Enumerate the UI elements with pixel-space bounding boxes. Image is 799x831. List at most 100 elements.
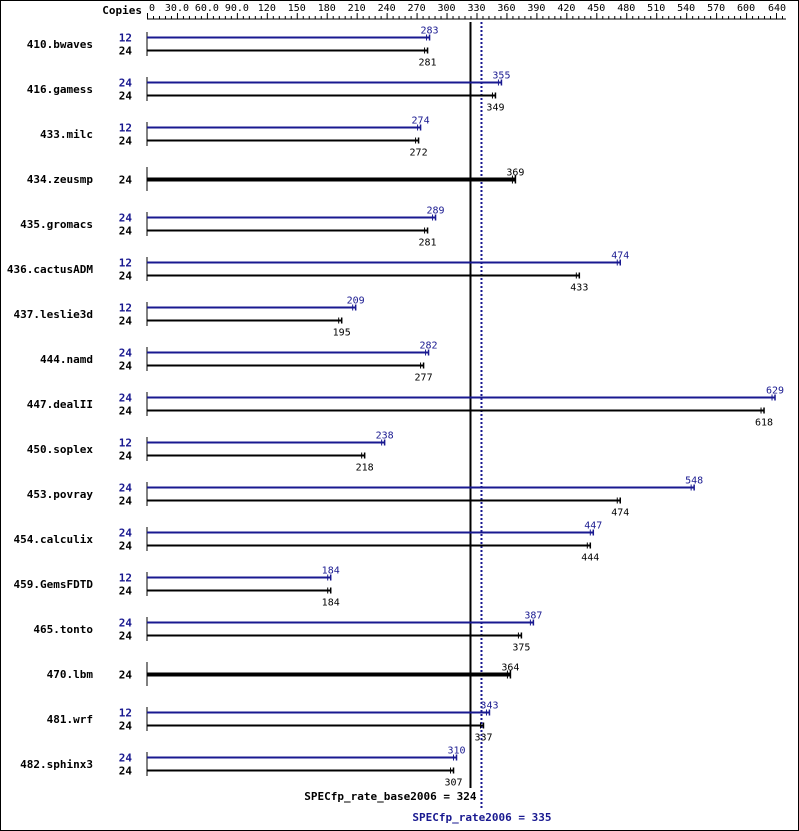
copies-value: 24 [119,630,133,643]
x-tick-label: 60.0 [195,3,219,14]
base-value-label: 277 [415,373,433,384]
copies-value: 24 [119,450,133,463]
copies-value: 12 [119,302,132,315]
copies-value: 24 [119,392,133,405]
base-summary-label: SPECfp_rate_base2006 = 324 [304,790,477,803]
peak-value-label: 184 [322,566,340,577]
x-tick-label: 30.0 [165,3,189,14]
benchmark-label: 410.bwaves [27,38,93,51]
x-tick-label: 640 [768,3,786,14]
x-tick-label: 510 [647,3,665,14]
base-value-label: 369 [506,168,524,179]
x-tick-label: 420 [557,3,575,14]
copies-value: 12 [119,572,132,585]
base-value-label: 184 [322,598,340,609]
benchmark-label: 454.calculix [14,533,94,546]
base-value-label: 281 [419,238,437,249]
copies-value: 24 [119,765,133,778]
copies-value: 24 [119,212,133,225]
benchmark-label: 444.namd [40,353,93,366]
x-tick-label: 240 [378,3,396,14]
copies-value: 12 [119,32,132,45]
benchmark-label: 436.cactusADM [7,263,93,276]
x-tick-label: 0 [149,3,155,14]
copies-value: 24 [119,540,133,553]
copies-value: 24 [119,495,133,508]
x-tick-label: 570 [707,3,725,14]
peak-value-label: 209 [347,296,365,307]
peak-value-label: 238 [376,431,394,442]
x-tick-label: 540 [677,3,695,14]
copies-value: 24 [119,270,133,283]
base-value-label: 474 [611,508,629,519]
benchmark-label: 470.lbm [47,668,94,681]
peak-value-label: 355 [492,71,510,82]
base-value-label: 272 [410,148,428,159]
benchmark-label: 447.dealII [27,398,93,411]
x-tick-label: 450 [587,3,605,14]
copies-value: 12 [119,257,132,270]
copies-value: 24 [119,720,133,733]
peak-value-label: 629 [766,386,784,397]
benchmark-label: 433.milc [40,128,93,141]
x-tick-label: 150 [288,3,306,14]
peak-value-label: 310 [447,746,465,757]
copies-value: 24 [119,752,133,765]
base-value-label: 307 [444,778,462,789]
benchmark-label: 450.soplex [27,443,94,456]
copies-value: 12 [119,437,132,450]
copies-value: 24 [119,45,133,58]
peak-value-label: 343 [480,701,498,712]
peak-value-label: 447 [584,521,602,532]
copies-value: 24 [119,174,133,187]
copies-value: 24 [119,360,133,373]
benchmark-label: 437.leslie3d [14,308,93,321]
benchmark-label: 481.wrf [47,713,93,726]
base-value-label: 375 [512,643,530,654]
copies-value: 24 [119,585,133,598]
base-value-label: 618 [755,418,773,429]
base-value-label: 364 [501,663,519,674]
peak-value-label: 274 [412,116,430,127]
base-value-label: 349 [486,103,504,114]
copies-value: 24 [119,225,133,238]
x-tick-label: 210 [348,3,366,14]
copies-header: Copies [102,4,142,17]
copies-value: 24 [119,90,133,103]
copies-value: 24 [119,527,133,540]
peak-value-label: 289 [427,206,445,217]
base-value-label: 281 [419,58,437,69]
peak-value-label: 282 [420,341,438,352]
base-value-label: 195 [333,328,351,339]
x-tick-label: 90.0 [225,3,249,14]
benchmark-label: 416.gamess [27,83,93,96]
copies-value: 12 [119,122,132,135]
benchmark-label: 482.sphinx3 [20,758,93,771]
x-tick-label: 390 [527,3,545,14]
copies-value: 24 [119,347,133,360]
x-tick-label: 270 [408,3,426,14]
peak-value-label: 548 [685,476,703,487]
copies-value: 24 [119,77,133,90]
copies-value: 24 [119,405,133,418]
benchmark-label: 453.povray [27,488,94,501]
x-tick-label: 180 [318,3,336,14]
base-value-label: 444 [581,553,599,564]
x-tick-label: 330 [467,3,485,14]
copies-value: 24 [119,669,133,682]
x-tick-label: 600 [737,3,755,14]
peak-value-label: 283 [421,26,439,37]
benchmark-label: 459.GemsFDTD [14,578,94,591]
base-value-label: 337 [474,733,492,744]
peak-value-label: 387 [524,611,542,622]
x-tick-label: 120 [258,3,276,14]
x-tick-label: 300 [438,3,456,14]
base-value-label: 218 [356,463,374,474]
benchmark-label: 465.tonto [33,623,93,636]
benchmark-label: 435.gromacs [20,218,93,231]
copies-value: 24 [119,135,133,148]
base-value-label: 433 [570,283,588,294]
copies-value: 24 [119,617,133,630]
copies-value: 24 [119,482,133,495]
